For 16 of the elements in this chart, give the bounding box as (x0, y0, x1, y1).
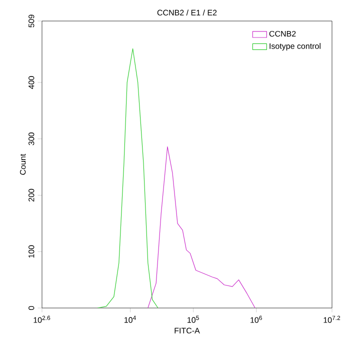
x-tick-label: 10$^{2.6}$ (34, 316, 50, 323)
x-tick-label: 10$^{6}$ (250, 316, 262, 323)
y-axis-title: Count (20, 154, 26, 175)
y-tick-label: 509 (28, 14, 34, 28)
y-tick-label: 300 (28, 132, 34, 146)
y-tick-label: 200 (28, 188, 34, 202)
chart-title: CCNB2 / E1 / E2 (157, 10, 217, 16)
legend-label: CCNB2 (269, 30, 296, 37)
x-tick-label: 10$^{7.2}$ (324, 316, 340, 323)
y-tick-label: 0 (28, 306, 34, 310)
x-tick-label: 10$^{4}$ (124, 316, 136, 323)
x-axis-title: FITC-A (174, 328, 200, 334)
y-tick-label: 100 (28, 245, 34, 258)
legend-label: Isotype control (270, 43, 320, 50)
y-tick-label: 400 (28, 76, 34, 89)
x-tick-label: 10$^{5}$ (188, 316, 199, 323)
